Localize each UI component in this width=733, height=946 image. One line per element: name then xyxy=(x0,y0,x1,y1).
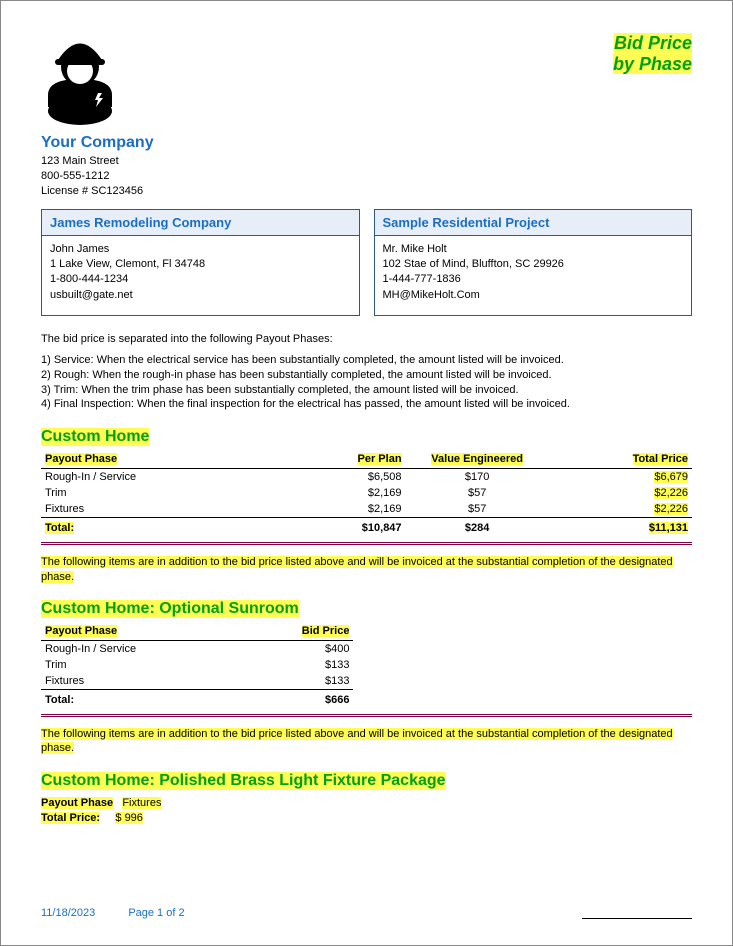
client-line: usbuilt@gate.net xyxy=(50,288,351,303)
section1-table: Payout Phase Per Plan Value Engineered T… xyxy=(41,450,692,536)
cell-price: $133 xyxy=(228,673,353,690)
project-box-title: Sample Residential Project xyxy=(375,210,692,236)
project-line: 102 Stae of Mind, Bluffton, SC 29926 xyxy=(383,257,684,272)
table-header-row: Payout Phase Bid Price xyxy=(41,622,353,641)
signature-line xyxy=(582,918,692,919)
company-logo xyxy=(41,33,692,128)
cell-price: $400 xyxy=(228,640,353,657)
col-total-price: Total Price xyxy=(633,453,688,465)
table-row: Trim $2,169 $57 $2,226 xyxy=(41,485,692,501)
col-payout-phase: Payout Phase xyxy=(45,453,117,465)
project-line: MH@MikeHolt.Com xyxy=(383,288,684,303)
phase-label: Payout Phase xyxy=(41,797,113,809)
note1: The following items are in addition to t… xyxy=(41,555,692,584)
company-license: License # SC123456 xyxy=(41,184,692,199)
table-total-row: Total: $666 xyxy=(41,689,353,708)
bid-price-watermark: Bid Price by Phase xyxy=(613,33,692,74)
cell-phase: Fixtures xyxy=(41,501,262,518)
intro-item: 1) Service: When the electrical service … xyxy=(41,353,692,368)
total-price: $666 xyxy=(228,689,353,708)
table-row: Rough-In / Service $6,508 $170 $6,679 xyxy=(41,469,692,486)
total-total: $11,131 xyxy=(649,522,688,534)
footer-left: 11/18/2023 Page 1 of 2 xyxy=(41,907,185,919)
col-value-engineered: Value Engineered xyxy=(431,453,523,465)
table-row: Rough-In / Service $400 xyxy=(41,640,353,657)
company-name: Your Company xyxy=(41,134,692,152)
cell-per-plan: $6,508 xyxy=(262,469,405,486)
intro-item: 3) Trim: When the trim phase has been su… xyxy=(41,383,692,398)
client-box: James Remodeling Company John James 1 La… xyxy=(41,209,360,317)
cell-phase: Rough-In / Service xyxy=(41,640,228,657)
project-line: 1-444-777-1836 xyxy=(383,272,684,287)
client-box-title: James Remodeling Company xyxy=(42,210,359,236)
section2-title: Custom Home: Optional Sunroom xyxy=(41,600,299,618)
cell-phase: Trim xyxy=(41,485,262,501)
cell-phase: Trim xyxy=(41,657,228,673)
cell-phase: Fixtures xyxy=(41,673,228,690)
cell-ve: $57 xyxy=(406,501,549,518)
section3-title: Custom Home: Polished Brass Light Fixtur… xyxy=(41,772,446,790)
info-boxes: James Remodeling Company John James 1 La… xyxy=(41,209,692,317)
table-total-row: Total: $10,847 $284 $11,131 xyxy=(41,518,692,537)
phase-value: Fixtures xyxy=(122,797,161,809)
project-box-body: Mr. Mike Holt 102 Stae of Mind, Bluffton… xyxy=(375,236,692,316)
total-value: $ 996 xyxy=(115,812,143,824)
intro-item: 4) Final Inspection: When the final insp… xyxy=(41,397,692,412)
cell-ve: $170 xyxy=(406,469,549,486)
cell-total: $6,679 xyxy=(654,471,688,483)
cell-price: $133 xyxy=(228,657,353,673)
cell-total: $2,226 xyxy=(654,503,688,515)
total-per-plan: $10,847 xyxy=(262,518,405,537)
intro-lead: The bid price is separated into the foll… xyxy=(41,332,692,347)
table-row: Fixtures $133 xyxy=(41,673,353,690)
section3-phase-row: Payout Phase Fixtures xyxy=(41,797,692,809)
section-divider xyxy=(41,542,692,545)
client-box-body: John James 1 Lake View, Clemont, Fl 3474… xyxy=(42,236,359,316)
col-bid-price: Bid Price xyxy=(302,625,350,637)
section-divider xyxy=(41,714,692,717)
footer-date: 11/18/2023 xyxy=(41,907,95,919)
table-row: Trim $133 xyxy=(41,657,353,673)
watermark-line1: Bid Price xyxy=(614,33,692,53)
project-box: Sample Residential Project Mr. Mike Holt… xyxy=(374,209,693,317)
cell-ve: $57 xyxy=(406,485,549,501)
company-phone: 800-555-1212 xyxy=(41,169,692,184)
project-line: Mr. Mike Holt xyxy=(383,242,684,257)
footer-page: Page 1 of 2 xyxy=(128,907,184,919)
intro-text: The bid price is separated into the foll… xyxy=(41,332,692,412)
cell-per-plan: $2,169 xyxy=(262,501,405,518)
cell-phase: Rough-In / Service xyxy=(41,469,262,486)
page-footer: 11/18/2023 Page 1 of 2 xyxy=(41,907,692,919)
table-header-row: Payout Phase Per Plan Value Engineered T… xyxy=(41,450,692,469)
company-info: 123 Main Street 800-555-1212 License # S… xyxy=(41,154,692,199)
total-ve: $284 xyxy=(406,518,549,537)
watermark-line2: by Phase xyxy=(613,54,692,74)
note2: The following items are in addition to t… xyxy=(41,727,692,756)
cell-total: $2,226 xyxy=(654,487,688,499)
section1-title: Custom Home xyxy=(41,428,149,446)
section2-table: Payout Phase Bid Price Rough-In / Servic… xyxy=(41,622,353,708)
intro-item: 2) Rough: When the rough-in phase has be… xyxy=(41,368,692,383)
section3-total-row: Total Price: $ 996 xyxy=(41,812,692,824)
col-payout-phase: Payout Phase xyxy=(45,625,117,637)
client-line: 1-800-444-1234 xyxy=(50,272,351,287)
total-label: Total: xyxy=(45,522,74,534)
note1-text: The following items are in addition to t… xyxy=(41,556,673,582)
table-row: Fixtures $2,169 $57 $2,226 xyxy=(41,501,692,518)
note2-text: The following items are in addition to t… xyxy=(41,728,673,754)
client-line: 1 Lake View, Clemont, Fl 34748 xyxy=(50,257,351,272)
company-address: 123 Main Street xyxy=(41,154,692,169)
cell-per-plan: $2,169 xyxy=(262,485,405,501)
total-label: Total Price: xyxy=(41,812,100,824)
col-per-plan: Per Plan xyxy=(358,453,402,465)
client-line: John James xyxy=(50,242,351,257)
total-label: Total: xyxy=(41,689,228,708)
